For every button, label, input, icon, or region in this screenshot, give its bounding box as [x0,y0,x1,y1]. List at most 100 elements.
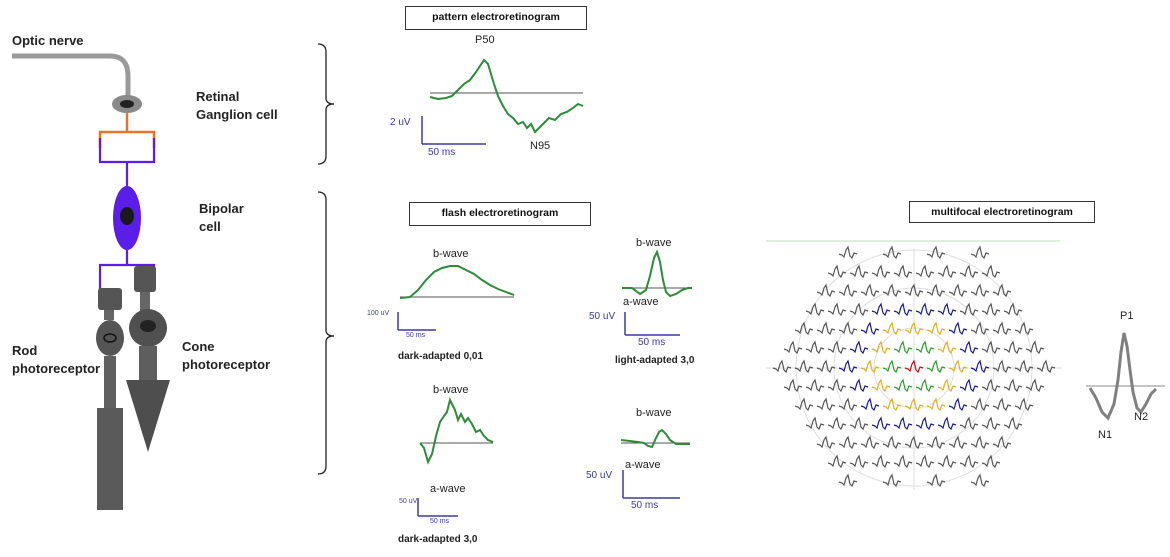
cone-label-line1: Cone [182,339,215,354]
mf-local-response [1036,359,1056,374]
optic-nerve-fiber [12,53,131,100]
mf-local-response [838,397,858,412]
mf-local-response [882,435,902,450]
pattern-scale-t: 50 ms [428,147,456,158]
mf-local-response [827,340,847,355]
mf-local-response [783,340,803,355]
mf-local-response [838,359,858,374]
mf-p1-label: P1 [1120,310,1134,322]
optic-nerve-label: Optic nerve [12,33,84,48]
mf-local-response [772,359,792,374]
mf-local-response [871,264,891,279]
mf-local-response [948,283,968,298]
rod-photoreceptor [96,288,124,510]
mf-local-response [915,264,935,279]
light30-awave-label: a-wave [623,296,659,308]
mf-local-response [970,397,990,412]
multifocal-erg-title: multifocal electroretinogram [909,201,1095,223]
dark30-scale-t: 50 ms [430,518,450,525]
mf-local-response [860,359,880,374]
dark001-scale-t: 50 ms [406,332,426,339]
mf-local-response [816,435,836,450]
mf-local-response [1003,378,1023,393]
bipolar-label-line1: Bipolar [199,201,244,216]
mf-local-response [838,435,858,450]
pattern-erg-title: pattern electroretinogram [405,6,587,30]
mf-local-response [838,283,858,298]
mf-local-response [970,435,990,450]
light30-trace [622,249,692,298]
mf-local-response [992,321,1012,336]
mf-local-response [805,302,825,317]
dark30-trace [419,397,494,465]
light30-bwave-label: b-wave [636,237,672,249]
flicker-scale-bar [622,470,680,499]
mf-local-response [992,435,1012,450]
mf-local-response [860,435,880,450]
mf-local-response [838,245,858,260]
mf-local-response [893,340,913,355]
mf-local-response [926,283,946,298]
mf-local-response [805,340,825,355]
mf-local-response [849,416,869,431]
mf-local-response [783,378,803,393]
mf-local-response [904,321,924,336]
mf-summary-trace [1088,332,1158,421]
mf-local-response [849,378,869,393]
mf-local-response [882,283,902,298]
mf-local-response [904,359,924,374]
dark30-scale-v: 50 uV [399,498,418,505]
light30-scale-bar [624,312,680,336]
mf-local-response [827,378,847,393]
mf-local-response [893,454,913,469]
flicker-awave-label: a-wave [625,459,661,471]
pattern-scale-v: 2 uV [390,117,411,128]
mf-local-response [849,264,869,279]
mf-local-response [981,302,1001,317]
mf-local-response [794,359,814,374]
mf-local-response [992,359,1012,374]
light30-scale-t: 50 ms [638,337,666,348]
mf-local-response [882,245,902,260]
mf-local-response [882,359,902,374]
mf-local-response [882,397,902,412]
bipolar-upper-process [98,138,156,188]
mf-local-response [1003,340,1023,355]
rod-label-line2: photoreceptor [12,361,101,376]
mf-local-response [871,454,891,469]
mf-local-response [893,378,913,393]
mf-local-response [959,454,979,469]
pattern-n95-label: N95 [530,140,551,152]
mf-local-response [970,321,990,336]
mf-local-response [827,264,847,279]
mf-local-response [970,473,990,488]
mf-local-response [904,397,924,412]
flash-erg-title: flash electroretinogram [409,202,591,226]
mf-local-response [915,416,935,431]
mf-local-response [860,321,880,336]
dark001-scale-bar [397,312,436,331]
mf-local-response [882,473,902,488]
cone-photoreceptor [126,266,170,452]
mf-local-response [849,340,869,355]
mf-local-response [794,321,814,336]
mf-local-response [948,359,968,374]
ganglion-label-line1: Retinal [196,89,240,104]
ganglion-label-line2: Ganglion cell [196,107,278,122]
mf-local-response [871,340,891,355]
mf-local-response [937,454,957,469]
mf-local-response [805,416,825,431]
mf-local-response [915,454,935,469]
dark30-caption: dark-adapted 3,0 [398,534,478,545]
mf-local-response [849,454,869,469]
dark001-trace [399,265,515,299]
mf-local-response [970,283,990,298]
mf-local-response [827,302,847,317]
mf-local-response [860,397,880,412]
mf-local-response [937,416,957,431]
mf-local-response [948,397,968,412]
mf-local-response [959,340,979,355]
mf-local-response [926,397,946,412]
